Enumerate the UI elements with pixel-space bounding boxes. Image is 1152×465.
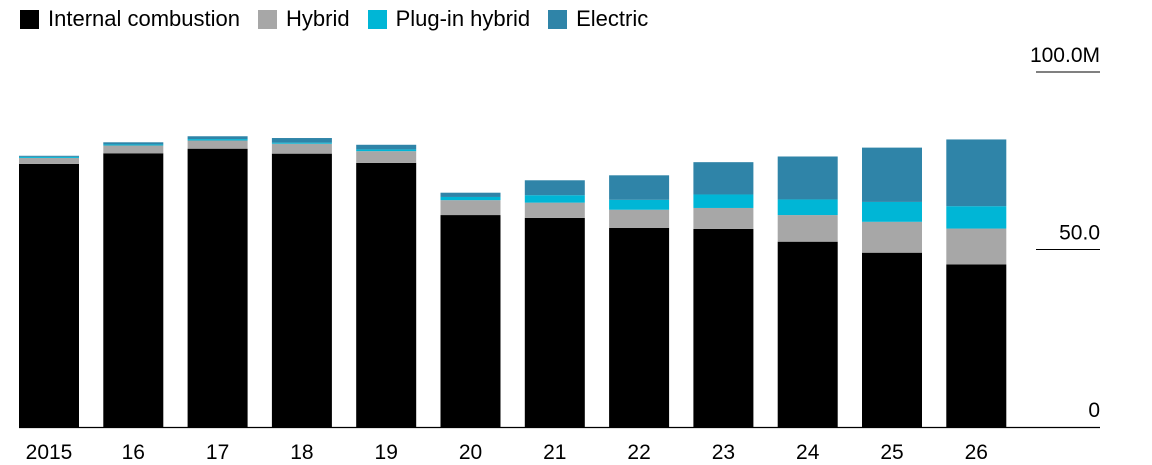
bar-segment-internal-combustion-25	[862, 252, 922, 427]
x-tick-label: 25	[880, 441, 903, 464]
bar-segment-hybrid-24	[777, 215, 838, 242]
x-tick-label: 20	[459, 441, 482, 464]
bar-segment-electric-26	[946, 139, 1007, 207]
y-tick-label: 100.0M	[1030, 44, 1100, 67]
bar-segment-internal-combustion-19	[356, 162, 417, 427]
legend-swatch	[367, 9, 387, 29]
x-tick-label: 16	[122, 441, 145, 464]
y-tick-label: 50.0	[1059, 222, 1100, 245]
legend-item-internal-combustion: Internal combustion	[20, 4, 240, 34]
bar-segment-hybrid-20	[440, 200, 501, 216]
legend-swatch	[20, 9, 39, 29]
bar-segment-electric-21	[524, 180, 585, 196]
bar-segment-hybrid-17	[187, 140, 248, 149]
bar-segment-internal-combustion-23	[693, 228, 754, 427]
bar-segment-hybrid-25	[862, 221, 922, 253]
bar-segment-hybrid-26	[946, 228, 1007, 265]
bar-segment-electric-20	[440, 192, 501, 197]
legend-item-electric: Electric	[548, 4, 648, 34]
bar-segment-hybrid-19	[356, 151, 417, 163]
bar-segment-plug-in-hybrid-24	[777, 199, 838, 216]
bar-segment-internal-combustion-16	[103, 153, 164, 428]
bar-segment-plug-in-hybrid-2015	[19, 156, 79, 158]
bar-segment-plug-in-hybrid-18	[271, 142, 332, 144]
x-tick-label: 22	[627, 441, 650, 464]
x-tick-label: 18	[290, 441, 313, 464]
bar-segment-hybrid-23	[693, 207, 754, 229]
legend-label: Plug-in hybrid	[395, 6, 531, 31]
x-axis: 2015 16 17 18 19 20 21 22 23 24 25 26	[19, 426, 1100, 464]
bar-segment-electric-17	[187, 136, 248, 140]
bar-segment-internal-combustion-21	[524, 217, 585, 427]
bars-layer	[19, 136, 1007, 428]
bar-segment-plug-in-hybrid-21	[524, 195, 585, 203]
bar-segment-plug-in-hybrid-22	[609, 199, 670, 210]
bar-segment-electric-18	[271, 138, 332, 143]
x-tick-label: 23	[712, 441, 735, 464]
bar-segment-hybrid-18	[271, 143, 332, 154]
x-tick-label: 2015	[26, 441, 73, 464]
x-tick-label: 26	[965, 441, 988, 464]
bar-segment-hybrid-22	[609, 209, 670, 228]
bar-segment-internal-combustion-2015	[19, 163, 79, 427]
bar-segment-internal-combustion-24	[777, 241, 838, 427]
bar-segment-plug-in-hybrid-25	[862, 201, 922, 222]
legend-item-plug-in-hybrid: Plug-in hybrid	[367, 4, 531, 34]
y-axis: 0 50.0 100.0M	[1030, 44, 1100, 422]
legend-item-hybrid: Hybrid	[258, 4, 350, 34]
bar-segment-plug-in-hybrid-20	[440, 196, 501, 201]
bar-segment-hybrid-21	[524, 202, 585, 218]
legend-swatch	[548, 9, 568, 29]
bar-segment-electric-25	[862, 147, 922, 202]
bar-segment-plug-in-hybrid-19	[356, 149, 417, 152]
bar-segment-electric-24	[777, 156, 838, 200]
bar-segment-electric-19	[356, 144, 417, 150]
x-tick-label: 21	[543, 441, 566, 464]
x-tick-label: 17	[206, 441, 229, 464]
bar-segment-electric-23	[693, 162, 754, 195]
y-tick-label: 0	[1088, 399, 1100, 422]
bar-segment-internal-combustion-22	[609, 227, 670, 427]
bar-segment-hybrid-2015	[19, 157, 79, 164]
x-tick-label: 19	[375, 441, 398, 464]
legend-swatch	[258, 9, 277, 29]
bar-segment-electric-2015	[19, 155, 79, 157]
bar-segment-plug-in-hybrid-17	[187, 139, 248, 141]
chart-legend: Internal combustion Hybrid Plug-in hybri…	[20, 4, 666, 34]
bar-segment-electric-22	[609, 175, 670, 200]
bar-segment-internal-combustion-18	[271, 153, 332, 427]
legend-label: Hybrid	[286, 6, 350, 31]
x-tick-label: 24	[796, 441, 820, 464]
bar-segment-internal-combustion-26	[946, 264, 1007, 427]
bar-segment-internal-combustion-20	[440, 215, 501, 427]
bar-segment-electric-16	[103, 142, 164, 145]
legend-label: Internal combustion	[48, 6, 240, 31]
bar-segment-plug-in-hybrid-23	[693, 194, 754, 208]
bar-segment-hybrid-16	[103, 145, 164, 154]
bar-segment-plug-in-hybrid-16	[103, 144, 164, 146]
bar-segment-internal-combustion-17	[187, 148, 248, 427]
legend-label: Electric	[576, 6, 649, 31]
bar-segment-plug-in-hybrid-26	[946, 206, 1007, 229]
